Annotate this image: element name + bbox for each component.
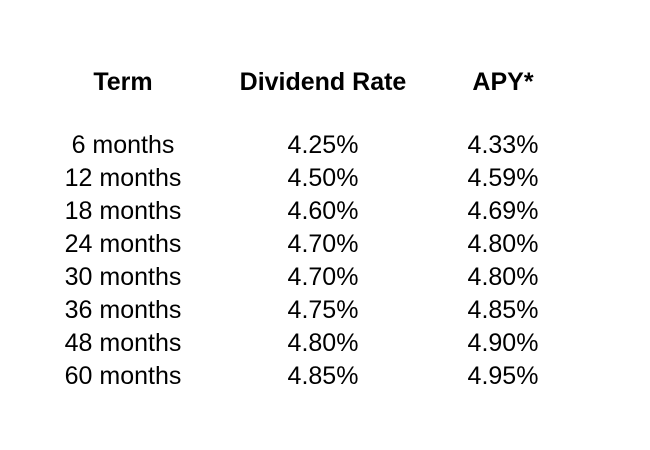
dividend-rate-cell: 4.25%	[287, 131, 359, 159]
term-cell: 60 months	[64, 362, 182, 390]
dividend-rate-cell: 4.85%	[287, 362, 359, 390]
dividend-rate-cell: 4.75%	[287, 296, 359, 324]
dividend-rate-cell: 4.60%	[287, 197, 359, 225]
dividend-rate-cell: 4.70%	[287, 263, 359, 291]
column-header-term: Term	[93, 67, 153, 96]
dividend-rate-cell: 4.80%	[287, 329, 359, 357]
column-header-dividend-rate: Dividend Rate	[239, 67, 407, 96]
table-row: 18 months 4.60% 4.69%	[38, 195, 568, 228]
table-row: 6 months 4.25% 4.33%	[38, 129, 568, 162]
header-row: Term Dividend Rate APY*	[38, 64, 568, 129]
table-row: 60 months 4.85% 4.95%	[38, 360, 568, 393]
apy-cell: 4.59%	[467, 164, 539, 192]
apy-cell: 4.90%	[467, 329, 539, 357]
term-cell: 6 months	[71, 131, 175, 159]
rates-table: Term Dividend Rate APY* 6 months 4.25% 4.3…	[38, 64, 568, 393]
table-row: 24 months 4.70% 4.80%	[38, 228, 568, 261]
table-row: 36 months 4.75% 4.85%	[38, 294, 568, 327]
term-cell: 18 months	[64, 197, 182, 225]
term-cell: 48 months	[64, 329, 182, 357]
apy-cell: 4.95%	[467, 362, 539, 390]
table-row: 30 months 4.70% 4.80%	[38, 261, 568, 294]
table-row: 48 months 4.80% 4.90%	[38, 327, 568, 360]
dividend-rate-cell: 4.70%	[287, 230, 359, 258]
term-cell: 12 months	[64, 164, 182, 192]
term-dividend-apy-table: Term Dividend Rate APY* 6 months 4.25% 4.3…	[38, 64, 568, 393]
apy-cell: 4.80%	[467, 263, 539, 291]
apy-cell: 4.69%	[467, 197, 539, 225]
dividend-rate-cell: 4.50%	[287, 164, 359, 192]
term-cell: 30 months	[64, 263, 182, 291]
term-cell: 36 months	[64, 296, 182, 324]
apy-cell: 4.85%	[467, 296, 539, 324]
column-header-apy: APY*	[472, 67, 534, 96]
apy-cell: 4.33%	[467, 131, 539, 159]
table-row: 12 months 4.50% 4.59%	[38, 162, 568, 195]
term-cell: 24 months	[64, 230, 182, 258]
table-body: 6 months 4.25% 4.33% 12 months 4.50% 4.59% 18 …	[38, 129, 568, 393]
apy-cell: 4.80%	[467, 230, 539, 258]
